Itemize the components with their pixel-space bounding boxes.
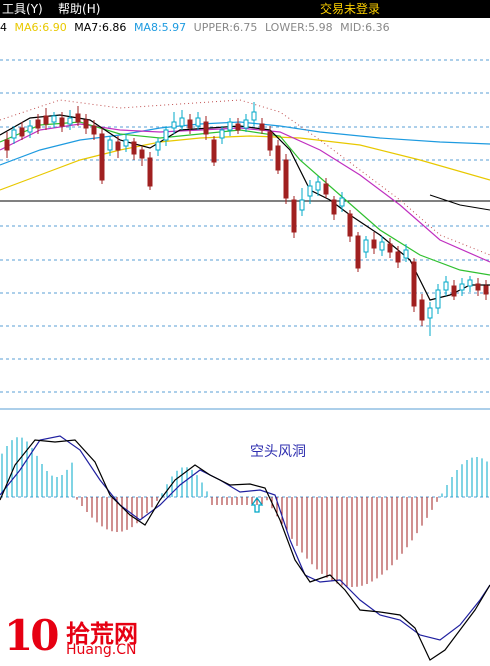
candle-body bbox=[419, 299, 425, 321]
candle-body bbox=[163, 129, 169, 141]
watermark-logo: 10 拾荒网 Huang.CN bbox=[4, 612, 174, 662]
candle-body bbox=[315, 181, 321, 191]
ma-line-blue bbox=[0, 121, 490, 166]
candle-body bbox=[51, 115, 57, 123]
bear-annotation: 空头风洞 bbox=[250, 444, 306, 460]
candle-body bbox=[99, 133, 105, 181]
candle-body bbox=[339, 197, 345, 207]
ma-line-black bbox=[0, 114, 490, 301]
candle-body bbox=[11, 129, 17, 139]
candle-body bbox=[427, 307, 433, 319]
indicator-ma7: MA7:6.86 bbox=[74, 21, 127, 34]
candle-body bbox=[131, 141, 137, 155]
indicator-upper: UPPER:6.75 bbox=[193, 21, 258, 34]
candle-body bbox=[483, 285, 489, 295]
candle-body bbox=[67, 117, 73, 125]
candle-body bbox=[83, 119, 89, 129]
candle-body bbox=[27, 125, 33, 133]
candle-body bbox=[43, 115, 49, 125]
macd-dif-line bbox=[0, 439, 490, 661]
ma-line-yellow bbox=[0, 135, 490, 191]
candle-body bbox=[187, 119, 193, 129]
candle-body bbox=[179, 117, 185, 127]
candle-body bbox=[227, 121, 233, 131]
candle-body bbox=[139, 149, 145, 159]
menu-tools-key: (Y) bbox=[26, 2, 43, 16]
candle-body bbox=[283, 159, 289, 199]
logo-en: Huang.CN bbox=[66, 642, 137, 658]
logo-cn: 拾荒网 bbox=[66, 620, 138, 648]
indicator-lower: LOWER:5.98 bbox=[264, 21, 333, 34]
candle-body bbox=[107, 139, 113, 151]
candle-body bbox=[435, 289, 441, 309]
candle-body bbox=[363, 239, 369, 253]
candle-body bbox=[443, 281, 449, 291]
candle-body bbox=[75, 113, 81, 123]
candle-body bbox=[4, 139, 10, 151]
login-status[interactable]: 交易未登录 bbox=[320, 2, 381, 16]
candle-body bbox=[251, 111, 257, 121]
candle-body bbox=[211, 139, 217, 163]
candle-body bbox=[379, 241, 385, 251]
candle-body bbox=[259, 123, 265, 131]
logo-mark: 10 bbox=[4, 611, 59, 660]
indicator-ma6: MA6:6.90 bbox=[14, 21, 67, 34]
candle-body bbox=[459, 283, 465, 291]
candle-body bbox=[59, 117, 65, 127]
indicator-ma8: MA8:5.97 bbox=[133, 21, 187, 34]
boll-upper-line bbox=[0, 99, 490, 256]
candle-body bbox=[171, 121, 177, 129]
candle-body bbox=[355, 235, 361, 269]
candle-body bbox=[475, 283, 481, 291]
long-ma-line bbox=[429, 194, 490, 211]
candle-body bbox=[331, 199, 337, 215]
candle-body bbox=[147, 157, 153, 187]
candle-body bbox=[19, 127, 25, 137]
menu-help-label: 帮助 bbox=[58, 2, 83, 16]
candle-body bbox=[115, 141, 121, 151]
candle-body bbox=[219, 129, 225, 139]
menu-tools-label: 工具 bbox=[2, 2, 27, 16]
candle-body bbox=[467, 279, 473, 287]
candle-body bbox=[235, 123, 241, 131]
menu-bar: 工具(Y) 帮助(H) 交易未登录 bbox=[0, 0, 490, 18]
candle-body bbox=[155, 141, 161, 151]
indicator-mid: MID:6.36 bbox=[340, 21, 390, 34]
candle-body bbox=[203, 121, 209, 135]
candle-body bbox=[91, 125, 97, 135]
candle-body bbox=[411, 261, 417, 307]
candle-body bbox=[299, 199, 305, 211]
macd-dea-line bbox=[0, 435, 490, 641]
candle-body bbox=[243, 119, 249, 129]
indicator-prefix: 4 bbox=[0, 21, 7, 34]
up-arrow-icon bbox=[250, 496, 264, 513]
candle-body bbox=[35, 119, 41, 129]
candle-body bbox=[307, 185, 313, 197]
candle-body bbox=[267, 131, 273, 151]
candle-body bbox=[323, 183, 329, 195]
candle-body bbox=[371, 239, 377, 249]
candle-body bbox=[195, 117, 201, 127]
ma-line-green bbox=[0, 121, 490, 276]
candle-body bbox=[291, 199, 297, 233]
ma-line-purple bbox=[0, 123, 490, 263]
candle-body bbox=[395, 251, 401, 263]
candle-body bbox=[347, 213, 353, 237]
candle-body bbox=[403, 249, 409, 259]
indicator-bar: 4 MA6:6.90 MA7:6.86 MA8:5.97 UPPER:6.75 … bbox=[0, 20, 490, 36]
menu-help-key: (H) bbox=[82, 2, 101, 16]
candle-body bbox=[123, 139, 129, 147]
candle-body bbox=[451, 285, 457, 297]
candle-body bbox=[275, 145, 281, 171]
menu-tools[interactable]: 工具(Y) bbox=[2, 0, 43, 18]
candle-body bbox=[387, 243, 393, 253]
menu-help[interactable]: 帮助(H) bbox=[58, 0, 100, 18]
